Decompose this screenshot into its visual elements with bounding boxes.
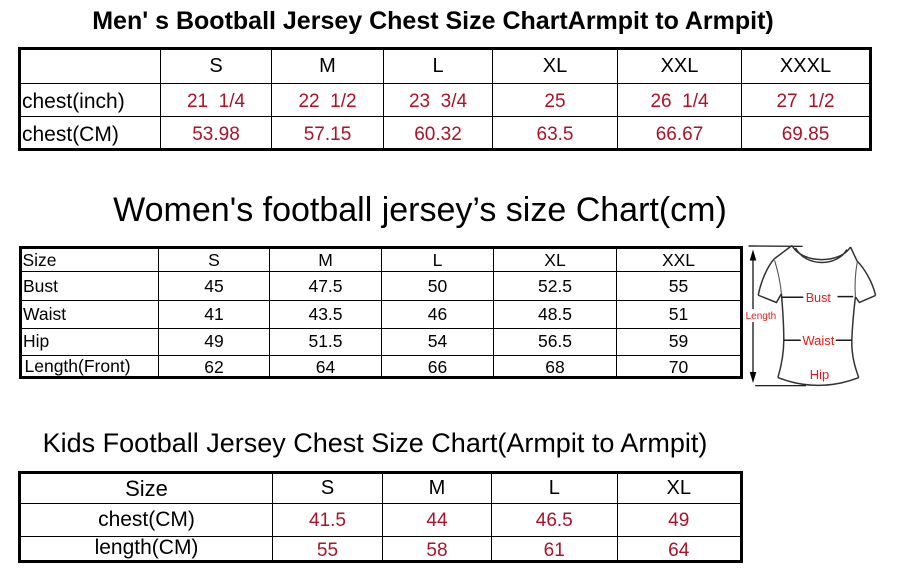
svg-text:Waist: Waist bbox=[802, 333, 834, 348]
svg-text:Length: Length bbox=[746, 311, 777, 322]
svg-text:Bust: Bust bbox=[806, 291, 832, 305]
svg-text:Hip: Hip bbox=[810, 367, 830, 382]
